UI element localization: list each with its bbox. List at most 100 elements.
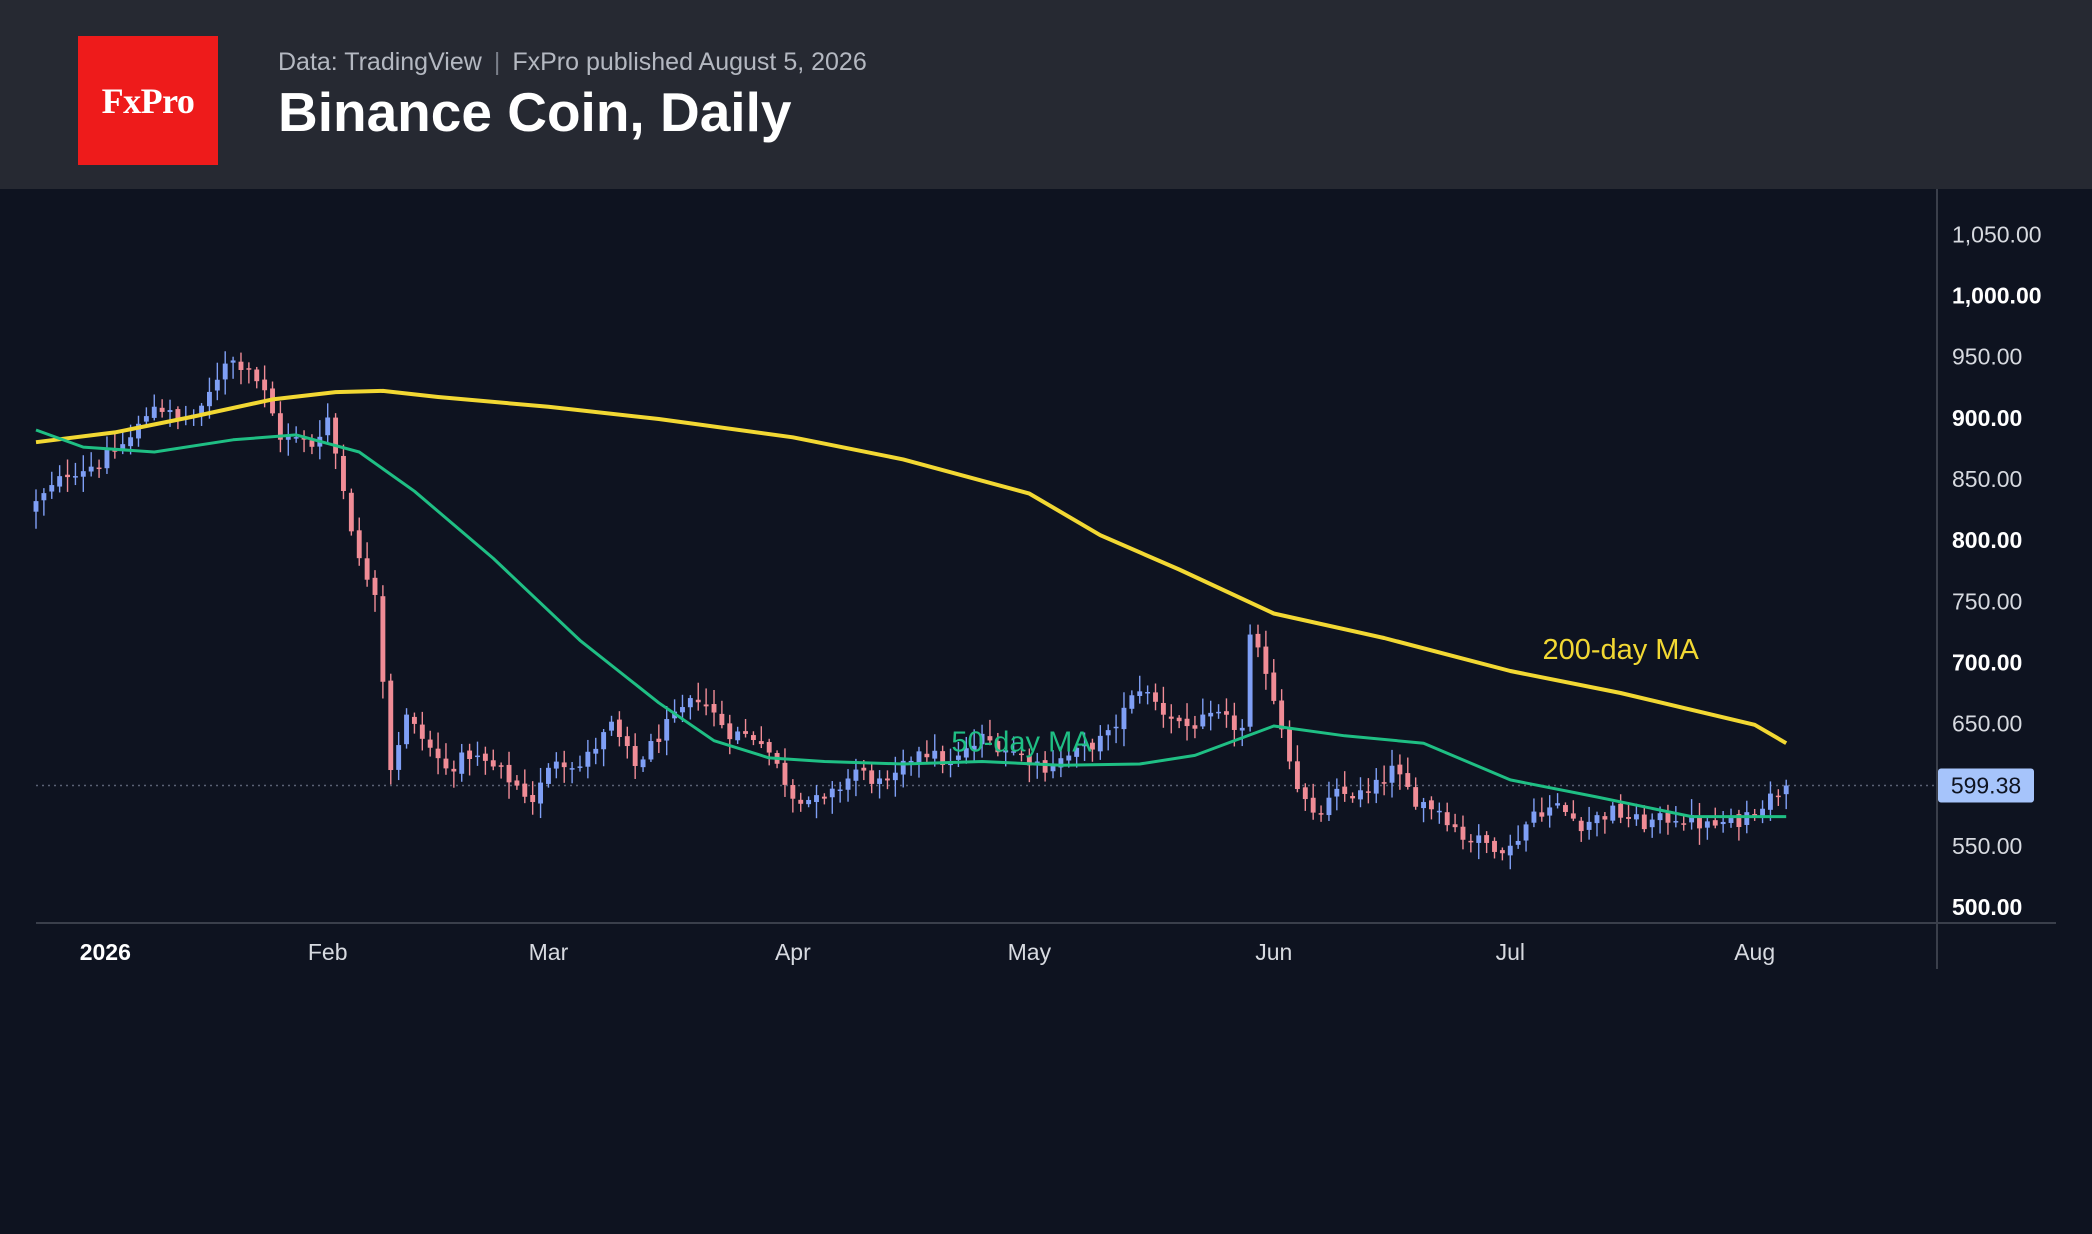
candle-body — [1767, 793, 1773, 810]
candle-body — [900, 760, 906, 775]
candle-body — [419, 724, 425, 739]
candle-body — [1058, 758, 1064, 768]
candle-body — [727, 723, 733, 740]
candle-body — [987, 736, 993, 741]
candle-body — [1563, 805, 1568, 812]
candle-body — [1373, 779, 1379, 794]
candle-body — [1113, 726, 1119, 729]
candle-body — [1452, 824, 1458, 828]
candle-body — [364, 558, 370, 580]
candle-body — [498, 765, 504, 767]
candle-body — [1287, 729, 1292, 762]
candle-body — [1626, 817, 1631, 819]
candle-body — [1105, 730, 1111, 736]
candle-body — [1673, 821, 1679, 823]
candle-body — [411, 716, 417, 724]
candle-body — [1578, 820, 1584, 832]
candle-body — [1397, 764, 1403, 775]
candle-body — [214, 379, 220, 391]
candle-body — [1381, 782, 1387, 784]
candle-body — [482, 753, 488, 761]
candle-body — [1231, 715, 1237, 730]
y-tick-label: 850.00 — [1952, 466, 2022, 492]
candle-body — [632, 746, 638, 766]
candle-body — [790, 784, 796, 799]
candle-body — [1082, 744, 1087, 747]
candle-body — [293, 437, 299, 439]
candle-body — [861, 767, 867, 771]
x-tick-label: Apr — [775, 939, 811, 965]
candle-body — [72, 476, 78, 478]
ma-200-label: 200-day MA — [1542, 634, 1699, 666]
candle-body — [743, 731, 748, 734]
candle-body — [1302, 787, 1308, 800]
candle-body — [1783, 785, 1789, 795]
candle-body — [388, 680, 394, 771]
axes: 1,050.00 1,000.00 950.00 900.00 850.00 800.00… — [36, 189, 2056, 969]
candle-body — [238, 361, 244, 370]
candle-body — [230, 360, 236, 363]
candle-body — [735, 731, 741, 741]
candle-body — [396, 745, 402, 770]
ma-200-line — [35, 388, 1788, 745]
candle-body — [916, 751, 922, 764]
candle-body — [151, 406, 157, 418]
candle-body — [561, 762, 567, 768]
candle-body — [1523, 824, 1529, 841]
candle-body — [1736, 814, 1742, 828]
candle-body — [356, 530, 362, 559]
candle-body — [459, 752, 465, 774]
y-tick-label: 1,000.00 — [1952, 282, 2042, 308]
candle-body — [435, 748, 441, 759]
candle-body — [1026, 755, 1032, 766]
candle-body — [285, 435, 291, 440]
candle-body — [1752, 814, 1758, 816]
candle-body — [798, 799, 804, 804]
separator: | — [493, 48, 501, 76]
candle-body — [451, 768, 457, 772]
candle-body — [695, 699, 701, 703]
candle-body — [1421, 802, 1426, 809]
candle-body — [246, 368, 252, 370]
candle-body — [1011, 751, 1017, 753]
candle-body — [1255, 633, 1261, 648]
candle-body — [1389, 765, 1395, 783]
candle-body — [1547, 807, 1553, 816]
candle-body — [569, 768, 575, 770]
candle-body — [963, 748, 969, 758]
candle-body — [640, 759, 646, 768]
candle-body — [782, 762, 788, 785]
logo-text: FxPro — [101, 80, 195, 121]
candle-body — [829, 788, 835, 798]
candle-body — [1618, 803, 1624, 818]
y-tick-label: 800.00 — [1952, 527, 2022, 553]
candle-body — [1531, 811, 1537, 823]
candle-body — [664, 719, 670, 741]
candle-body — [333, 417, 339, 454]
candle-body — [1507, 845, 1513, 856]
candle-body — [656, 738, 662, 742]
candle-body — [908, 760, 914, 763]
candle-body — [1263, 646, 1269, 674]
labels: 200-day MA 50-day MA 599.38 — [951, 634, 2034, 803]
candle-body — [1602, 816, 1608, 820]
x-tick-label: Jul — [1496, 939, 1525, 965]
candle-body — [167, 410, 173, 413]
candle-body — [648, 741, 654, 760]
candle-body — [719, 713, 725, 726]
candle-body — [199, 405, 205, 415]
candle-body — [853, 769, 859, 781]
candle-body — [1208, 712, 1214, 717]
candle-body — [1358, 790, 1363, 800]
candle-body — [522, 783, 528, 797]
candle-body — [341, 455, 346, 491]
candle-body — [1224, 711, 1229, 715]
candle-body — [703, 704, 709, 707]
candle-body — [538, 782, 544, 804]
chart-title: Binance Coin, Daily — [278, 81, 792, 143]
candle-body — [932, 750, 938, 759]
x-tick-label: Feb — [308, 939, 348, 965]
candle-body — [1594, 815, 1600, 824]
candle-body — [1728, 815, 1734, 823]
candle-body — [1184, 718, 1190, 727]
